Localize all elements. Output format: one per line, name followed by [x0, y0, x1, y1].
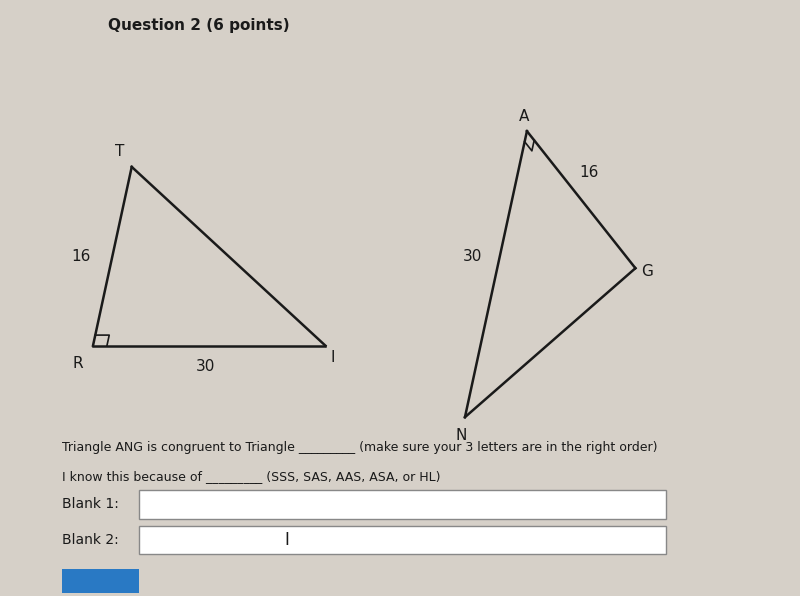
- FancyBboxPatch shape: [62, 569, 139, 593]
- Text: 16: 16: [72, 249, 91, 264]
- Text: N: N: [455, 427, 466, 443]
- Text: Triangle ANG is congruent to Triangle _________ (make sure your 3 letters are in: Triangle ANG is congruent to Triangle __…: [62, 440, 658, 454]
- Text: 16: 16: [579, 165, 598, 181]
- Text: I know this because of _________ (SSS, SAS, AAS, ASA, or HL): I know this because of _________ (SSS, S…: [62, 470, 441, 483]
- Text: T: T: [115, 144, 125, 160]
- Text: Question 2 (6 points): Question 2 (6 points): [109, 18, 290, 33]
- Text: I: I: [284, 531, 289, 549]
- Text: Blank 2:: Blank 2:: [62, 533, 118, 547]
- Text: Blank 1:: Blank 1:: [62, 497, 119, 511]
- Text: A: A: [518, 108, 529, 124]
- FancyBboxPatch shape: [139, 490, 666, 519]
- Text: 30: 30: [463, 249, 482, 264]
- Text: G: G: [641, 263, 653, 279]
- Text: R: R: [72, 356, 83, 371]
- FancyBboxPatch shape: [139, 526, 666, 554]
- Text: 30: 30: [196, 359, 215, 374]
- Text: I: I: [331, 350, 335, 365]
